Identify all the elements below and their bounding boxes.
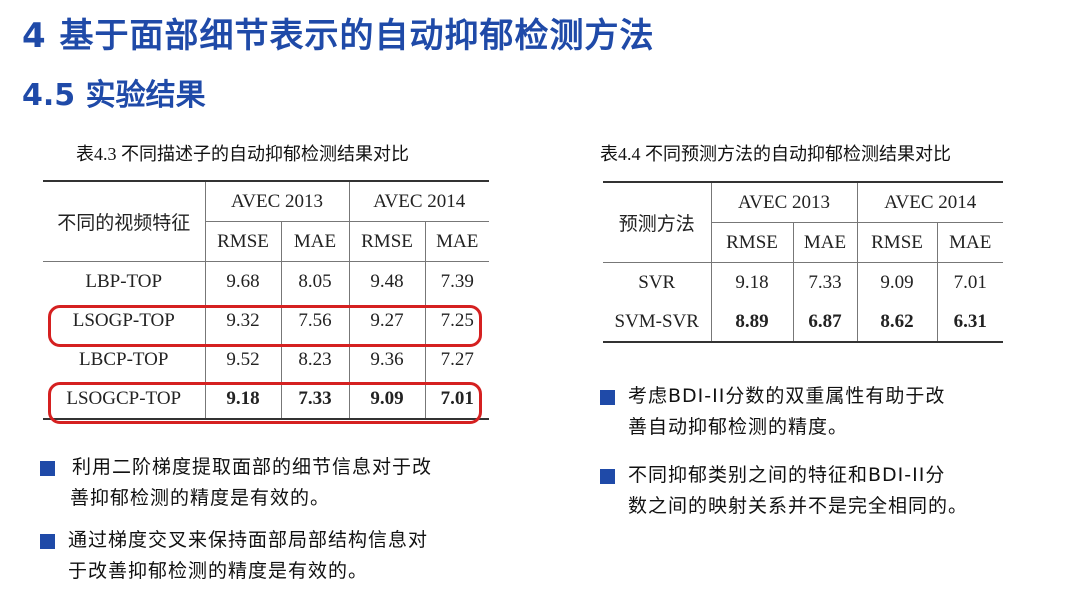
table1-col-rmse-2013: RMSE	[204, 221, 281, 262]
cell: 9.09	[348, 379, 425, 419]
slide-title: 4 基于面部细节表示的自动抑郁检测方法	[22, 16, 655, 56]
cell: 8.89	[710, 302, 793, 342]
cell: 7.33	[280, 379, 349, 419]
cell: 8.62	[856, 302, 937, 342]
cell: 8.05	[280, 261, 349, 301]
table2-group-avec2013: AVEC 2013	[710, 182, 857, 223]
table2-col-mae-2013: MAE	[792, 222, 857, 263]
table2-col-mae-2014: MAE	[936, 222, 1003, 263]
table2-row-header: 预测方法	[603, 182, 711, 263]
prediction-results-table: 预测方法 AVEC 2013 AVEC 2014 RMSE MAE RMSE M…	[603, 181, 1003, 343]
bullet-line: 不同抑郁类别之间的特征和BDI-II分	[628, 464, 946, 486]
table-row: SVR 9.18 7.33 9.09 7.01	[603, 262, 1003, 302]
cell: 6.87	[792, 302, 857, 342]
bullet-line: 数之间的映射关系并不是完全相同的。	[628, 495, 969, 517]
row-label: SVR	[638, 271, 676, 293]
cell: 9.09	[856, 262, 937, 302]
table2-col-rmse-2014: RMSE	[856, 222, 937, 263]
square-bullet-icon	[600, 469, 615, 484]
square-bullet-icon	[40, 534, 55, 549]
table1-col-mae-2013: MAE	[280, 221, 349, 262]
row-label: LSOGCP-TOP	[66, 387, 182, 409]
bullet-line: 通过梯度交叉来保持面部局部结构信息对	[68, 529, 429, 551]
bullet-line: 利用二阶梯度提取面部的细节信息对于改	[72, 456, 433, 478]
section-subtitle: 4.5 实验结果	[22, 78, 206, 113]
highlight-box-lsogcp	[48, 382, 482, 424]
table1-col-rmse-2014: RMSE	[348, 221, 425, 262]
table1-group-avec2013: AVEC 2013	[204, 181, 349, 222]
bullet-line: 善自动抑郁检测的精度。	[628, 416, 849, 438]
cell: 7.39	[424, 261, 489, 301]
table1-group-avec2014: AVEC 2014	[348, 181, 489, 222]
table1-caption: 表4.3 不同描述子的自动抑郁检测结果对比	[76, 144, 409, 164]
square-bullet-icon	[600, 390, 615, 405]
table1-row-header: 不同的视频特征	[43, 181, 205, 262]
row-label: SVM-SVR	[614, 310, 699, 332]
bullet-line: 考虑BDI-II分数的双重属性有助于改	[628, 385, 946, 407]
cell: 6.31	[936, 302, 1003, 342]
table2-group-avec2014: AVEC 2014	[856, 182, 1003, 223]
highlight-box-lsogp	[48, 305, 482, 347]
square-bullet-icon	[40, 461, 55, 476]
row-label: LSOGP-TOP	[72, 309, 175, 331]
cell: 7.01	[936, 262, 1003, 302]
table2-col-rmse-2013: RMSE	[710, 222, 793, 263]
bullet-line: 于改善抑郁检测的精度是有效的。	[68, 560, 369, 582]
row-label: LBP-TOP	[85, 270, 163, 292]
table-row: LBP-TOP 9.68 8.05 9.48 7.39	[43, 261, 489, 301]
cell: 9.18	[710, 262, 793, 302]
cell: 9.18	[204, 379, 281, 419]
table2-caption: 表4.4 不同预测方法的自动抑郁检测结果对比	[600, 144, 951, 164]
descriptor-results-table: 不同的视频特征 AVEC 2013 AVEC 2014 RMSE MAE RMS…	[43, 180, 489, 420]
cell: 7.33	[792, 262, 857, 302]
cell: 9.48	[348, 261, 425, 301]
table-row: SVM-SVR 8.89 6.87 8.62 6.31	[603, 302, 1003, 342]
row-label: LBCP-TOP	[79, 348, 169, 370]
bullet-line: 善抑郁检测的精度是有效的。	[70, 487, 331, 509]
table1-col-mae-2014: MAE	[424, 221, 489, 262]
cell: 9.68	[204, 261, 281, 301]
